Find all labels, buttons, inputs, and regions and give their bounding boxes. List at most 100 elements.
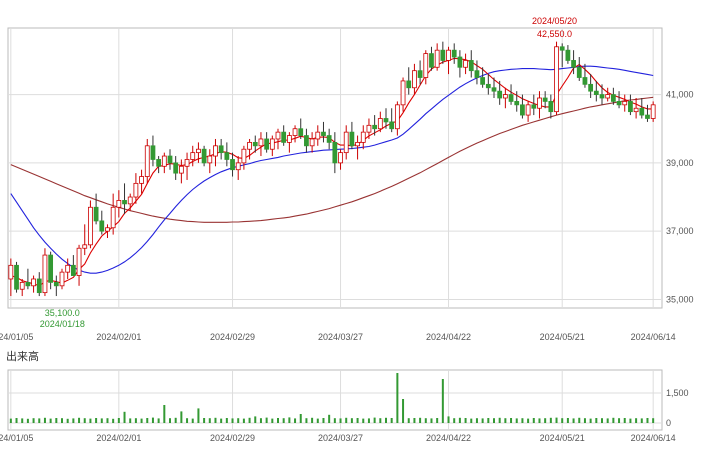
candle-body	[429, 53, 434, 68]
candlestick	[525, 101, 531, 122]
candle-body	[116, 200, 122, 208]
volume-bar	[242, 418, 245, 423]
candlestick	[144, 138, 150, 184]
candlestick	[446, 46, 451, 75]
candle-body	[53, 281, 59, 287]
volume-bar	[316, 418, 319, 423]
candle-body	[275, 131, 281, 140]
candle-body	[480, 77, 486, 85]
volume-bar	[203, 418, 206, 423]
candlestick	[76, 244, 82, 286]
candlestick	[645, 104, 650, 122]
candle-body	[298, 128, 304, 136]
candle-body	[156, 159, 162, 167]
volume-bar	[220, 418, 223, 423]
candle-body	[258, 138, 264, 147]
volume-x-tick-label: 2024/05/21	[540, 433, 585, 443]
candlestick	[423, 50, 429, 85]
candle-body	[593, 90, 599, 95]
candlestick	[230, 152, 235, 177]
candle-body	[565, 49, 571, 61]
volume-bar	[265, 417, 268, 423]
candlestick	[605, 87, 611, 102]
candlestick	[281, 125, 287, 146]
volume-bar	[9, 418, 12, 423]
volume-x-tick-label: 2024/04/22	[426, 433, 471, 443]
candlestick	[275, 128, 281, 150]
candlestick	[457, 50, 463, 78]
volume-bar	[55, 418, 58, 423]
price-x-tick-label: 2024/03/27	[318, 332, 363, 342]
volume-bar	[561, 418, 564, 423]
candle-body	[582, 77, 588, 85]
candlestick	[42, 248, 48, 297]
candle-body	[610, 94, 616, 102]
candlestick	[514, 91, 520, 112]
low-date-label: 2024/01/18	[40, 319, 85, 329]
volume-bar	[259, 418, 262, 423]
candle-body	[184, 159, 190, 167]
volume-bar	[589, 418, 592, 423]
volume-bar	[151, 417, 154, 423]
candle-body	[213, 145, 218, 157]
volume-bar	[43, 417, 46, 423]
candle-body	[25, 281, 31, 287]
price-y-tick-label: 37,000	[666, 226, 694, 236]
volume-y-tick-label: 0	[666, 418, 671, 428]
volume-bar	[169, 418, 171, 423]
candlestick	[82, 224, 88, 256]
high-date-label: 2024/05/20	[532, 16, 577, 26]
candle-body	[99, 220, 105, 232]
volume-bar	[583, 418, 586, 423]
volume-bar	[373, 417, 376, 423]
volume-bar	[174, 417, 177, 423]
volume-y-tick-label: 1,500	[666, 388, 689, 398]
candle-body	[622, 101, 628, 106]
candlestick	[542, 91, 548, 109]
volume-x-tick-label: 2024/03/27	[318, 433, 363, 443]
candle-body	[525, 104, 531, 116]
candle-body	[286, 135, 292, 143]
price-y-tick-label: 41,000	[666, 90, 694, 100]
candle-body	[639, 107, 645, 116]
volume-bar	[436, 418, 439, 423]
candle-body	[218, 145, 224, 154]
volume-bar	[555, 417, 558, 423]
volume-bar	[305, 418, 308, 423]
candlestick	[559, 43, 565, 68]
candlestick	[639, 98, 645, 119]
volume-bar	[140, 418, 143, 423]
volume-bar	[112, 418, 115, 423]
candlestick	[588, 74, 594, 98]
volume-x-tick-label: 2024/06/14	[631, 433, 676, 443]
candlestick	[383, 108, 389, 129]
volume-bar	[214, 417, 217, 423]
volume-bar	[271, 418, 274, 423]
candle-body	[554, 46, 559, 113]
candle-body	[338, 152, 343, 164]
volume-bar	[66, 418, 69, 423]
volume-bar	[595, 418, 598, 423]
candle-body	[451, 49, 457, 58]
volume-bar	[453, 418, 456, 423]
volume-bar	[458, 417, 461, 423]
volume-bar	[402, 399, 405, 423]
candlestick	[491, 77, 497, 98]
price-x-tick-label: 2024/02/29	[210, 332, 255, 342]
candle-body	[150, 145, 156, 160]
candle-body	[281, 131, 287, 143]
candlestick	[497, 80, 503, 105]
candle-body	[400, 80, 406, 106]
candle-body	[366, 124, 372, 133]
volume-bar	[38, 418, 41, 423]
candle-body	[457, 56, 463, 68]
candle-body	[355, 141, 360, 147]
candle-body	[309, 138, 315, 147]
candlestick	[167, 149, 173, 170]
candlestick	[31, 275, 36, 293]
candle-body	[616, 101, 622, 106]
volume-bar	[635, 418, 638, 423]
candlestick	[349, 121, 355, 150]
candlestick	[650, 101, 656, 122]
